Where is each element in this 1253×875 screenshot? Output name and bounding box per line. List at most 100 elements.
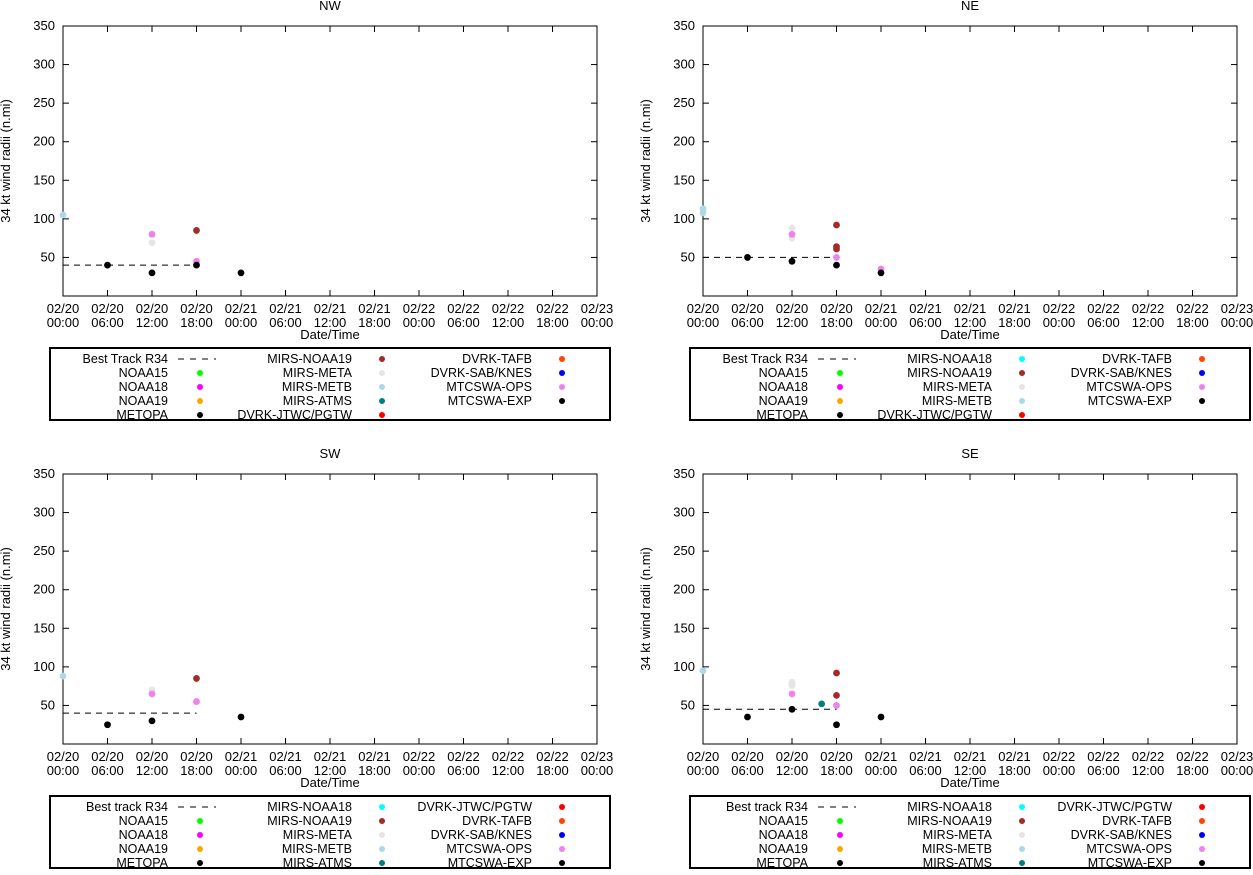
legend-dot-icon [1019,384,1025,390]
legend-dot-icon [379,398,385,404]
data-point-mtcswa-exp [877,269,885,277]
x-tick-time: 12:00 [1132,315,1165,330]
x-tick-date: 02/22 [492,301,525,316]
legend-dot-icon [1199,804,1205,810]
x-tick-time: 12:00 [136,763,169,778]
y-tick-label: 350 [33,466,55,481]
x-tick-time: 18:00 [536,315,569,330]
x-tick-date: 02/22 [447,749,480,764]
x-tick-time: 12:00 [954,763,987,778]
data-point-mtcswa-exp [833,261,840,269]
y-tick-label: 100 [673,659,695,674]
data-point-mirs-noaa19 [833,221,840,229]
legend-label: MIRS-ATMS [283,394,352,408]
x-tick-time: 12:00 [314,763,347,778]
x-tick-date: 02/20 [731,301,764,316]
legend-label: Best track R34 [86,800,168,814]
y-tick-label: 200 [33,134,55,149]
data-point-mtcswa-exp [833,721,840,729]
x-tick-time: 00:00 [581,763,614,778]
x-tick-time: 00:00 [865,763,898,778]
legend-dot-icon [379,818,385,824]
y-tick-label: 250 [33,95,55,110]
x-tick-time: 18:00 [820,763,853,778]
plot-frame [702,473,1238,745]
legend-dot-icon [1019,832,1025,838]
y-tick-label: 150 [33,620,55,635]
legend-label: MIRS-NOAA19 [907,366,992,380]
legend-dot-icon [1019,356,1025,362]
legend-label: DVRK-JTWC/PGTW [877,408,992,422]
legend-dot-icon [379,846,385,852]
x-tick-time: 18:00 [1176,315,1209,330]
data-point-mtcswa-ops [788,690,796,698]
x-tick-date: 02/22 [1043,301,1076,316]
x-axis-label: Date/Time [940,327,999,342]
y-tick-label: 50 [41,697,55,712]
y-tick-label: 250 [673,95,695,110]
x-tick-time: 18:00 [1176,763,1209,778]
x-tick-date: 02/23 [581,749,614,764]
legend-label: NOAA15 [759,366,808,380]
legend-label: NOAA18 [119,828,168,842]
x-tick-date: 02/20 [136,749,169,764]
x-tick-time: 18:00 [180,763,213,778]
x-tick-date: 02/22 [447,301,480,316]
x-tick-date: 02/22 [492,749,525,764]
legend-label: MTCSWA-EXP [448,856,532,870]
data-point-mirs-noaa19 [193,227,200,234]
legend-label: METOPA [116,408,168,422]
x-tick-time: 18:00 [998,315,1031,330]
legend-frame [689,347,1251,421]
legend-dot-icon [837,370,843,376]
legend-frame [49,347,611,421]
x-tick-date: 02/21 [269,301,302,316]
legend-label: DVRK-SAB/KNES [1071,366,1172,380]
legend-dot-icon [197,860,203,866]
legend-label: MIRS-METB [282,380,352,394]
panel-sw: SW5010015020025030035002/2000:0002/2006:… [0,446,613,870]
y-tick-label: 100 [33,211,55,226]
y-tick-label: 200 [673,582,695,597]
data-point-mtcswa-exp [104,721,111,729]
legend-label: NOAA18 [759,828,808,842]
x-tick-date: 02/21 [998,301,1031,316]
x-tick-time: 00:00 [403,315,436,330]
x-tick-date: 02/20 [91,301,124,316]
data-point-mtcswa-ops [193,698,200,705]
x-tick-time: 06:00 [1087,763,1120,778]
x-tick-date: 02/21 [865,301,898,316]
panel-ne: NE5010015020025030035002/2000:0002/2006:… [638,0,1253,422]
x-tick-time: 18:00 [536,763,569,778]
x-tick-time: 06:00 [447,763,480,778]
legend-label: NOAA18 [119,380,168,394]
y-tick-label: 200 [33,582,55,597]
legend-label: MTCSWA-EXP [448,394,532,408]
x-tick-time: 00:00 [1221,315,1253,330]
legend-dot-icon [197,832,203,838]
legend-label: MTCSWA-OPS [1086,842,1172,856]
chart-title: NW [319,0,341,13]
legend-dot-icon [1019,412,1025,418]
legend-label: MIRS-NOAA18 [907,800,992,814]
x-tick-date: 02/21 [909,749,942,764]
x-tick-date: 02/23 [1221,749,1253,764]
x-tick-time: 12:00 [492,763,525,778]
y-tick-label: 50 [681,697,695,712]
x-tick-time: 00:00 [47,315,80,330]
legend-label: DVRK-JTWC/PGTW [237,408,352,422]
x-tick-date: 02/23 [1221,301,1253,316]
legend-dot-icon [1199,832,1205,838]
legend-label: MIRS-META [923,380,993,394]
x-tick-time: 00:00 [1221,763,1253,778]
data-point-mirs-noaa19 [193,675,200,682]
legend-dot-icon [559,846,565,852]
legend-dot-icon [837,818,843,824]
x-tick-date: 02/21 [954,749,987,764]
x-axis-label: Date/Time [300,327,359,342]
legend-dot-icon [379,832,385,838]
